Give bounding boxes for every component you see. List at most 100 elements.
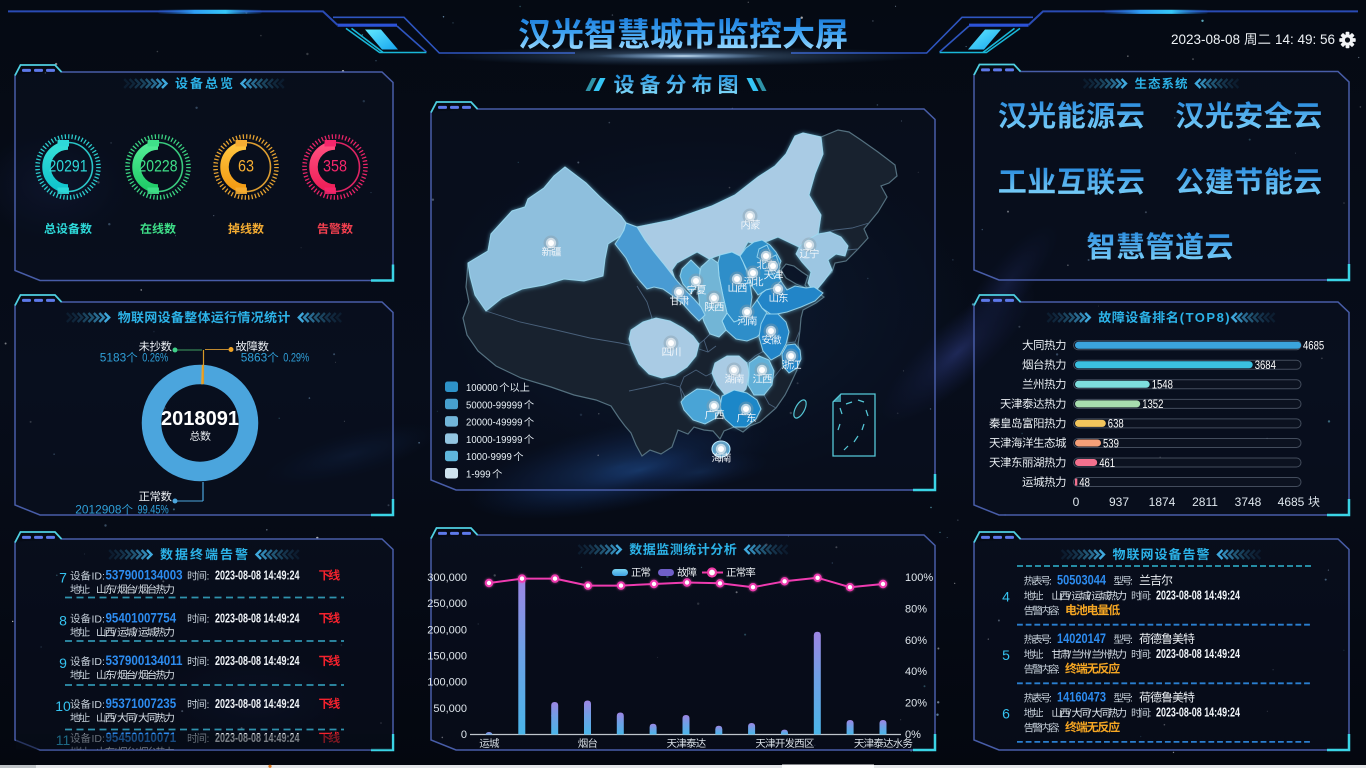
svg-text:/: /: [114, 712, 117, 724]
svg-text:200,000: 200,000: [427, 624, 467, 636]
svg-text::: :: [207, 656, 210, 668]
svg-text:14020147: 14020147: [1057, 631, 1106, 646]
svg-text:ID:: ID:: [92, 571, 105, 583]
svg-text:2023-08-08 14:49:24: 2023-08-08 14:49:24: [1156, 706, 1240, 720]
svg-text:/: /: [1088, 708, 1091, 720]
svg-text:50503044: 50503044: [1057, 573, 1106, 588]
svg-text:4685: 4685: [1278, 495, 1305, 509]
svg-text::: :: [1130, 576, 1133, 588]
svg-text:2811: 2811: [1192, 495, 1218, 509]
svg-text:3684: 3684: [1255, 358, 1276, 372]
svg-text:2012908: 2012908: [75, 503, 122, 517]
svg-text:10: 10: [55, 698, 71, 714]
svg-text:150,000: 150,000: [427, 650, 467, 662]
svg-text:2023-08-08 14:49:24: 2023-08-08 14:49:24: [1156, 647, 1240, 661]
svg-text:/: /: [114, 584, 117, 596]
svg-text::: :: [1049, 576, 1052, 588]
svg-text:/: /: [135, 670, 138, 682]
svg-text:48: 48: [1079, 475, 1090, 489]
svg-text:20%: 20%: [905, 698, 927, 710]
svg-text:300,000: 300,000: [427, 572, 467, 584]
svg-text:3748: 3748: [1235, 495, 1262, 509]
svg-text:95401007754: 95401007754: [106, 609, 177, 625]
svg-text::: :: [1149, 591, 1152, 603]
svg-text::: :: [1149, 708, 1152, 720]
svg-text:/: /: [1068, 649, 1071, 661]
svg-text:20000-49999: 20000-49999: [466, 417, 523, 429]
svg-text:/: /: [1068, 708, 1071, 720]
svg-text:2018091: 2018091: [161, 408, 239, 430]
svg-text:2023-08-08 14:49:24: 2023-08-08 14:49:24: [215, 611, 300, 625]
svg-text:4: 4: [1002, 589, 1010, 605]
svg-text::: :: [1041, 708, 1044, 720]
svg-text:5: 5: [1002, 647, 1010, 663]
svg-text::: :: [207, 613, 210, 625]
svg-text:ID:: ID:: [92, 613, 105, 625]
svg-text:5183: 5183: [100, 351, 127, 365]
svg-text:0.29%: 0.29%: [283, 351, 309, 365]
svg-text:(TOP8): (TOP8): [1180, 310, 1231, 325]
svg-text:461: 461: [1099, 456, 1115, 470]
svg-text:638: 638: [1108, 417, 1124, 431]
svg-text:539: 539: [1103, 436, 1119, 450]
svg-text:1000-9999: 1000-9999: [466, 451, 512, 463]
svg-text:0: 0: [1073, 495, 1080, 509]
svg-text:20291: 20291: [49, 158, 88, 176]
svg-text:9: 9: [59, 655, 67, 671]
svg-text:2023-08-08: 2023-08-08: [1171, 32, 1240, 47]
svg-text::: :: [1149, 649, 1152, 661]
svg-text:2023-08-08 14:49:24: 2023-08-08 14:49:24: [1156, 589, 1240, 603]
svg-text:/: /: [135, 712, 138, 724]
svg-text:7: 7: [59, 570, 67, 586]
svg-text:/: /: [1088, 591, 1091, 603]
svg-text:99.45%: 99.45%: [138, 503, 169, 517]
svg-text::: :: [1041, 591, 1044, 603]
svg-text:50000-99999: 50000-99999: [466, 399, 523, 411]
svg-text:4685: 4685: [1303, 339, 1324, 353]
svg-text:1548: 1548: [1152, 378, 1173, 392]
svg-text:/: /: [114, 627, 117, 639]
svg-text:250,000: 250,000: [427, 598, 467, 610]
svg-text::: :: [207, 699, 210, 711]
svg-text:2023-08-08 14:49:24: 2023-08-08 14:49:24: [215, 654, 300, 668]
svg-text::: :: [1057, 605, 1060, 617]
svg-text:ID:: ID:: [92, 699, 105, 711]
svg-text::: :: [88, 712, 91, 724]
svg-text:14: 49: 56: 14: 49: 56: [1275, 32, 1335, 47]
svg-text:/: /: [135, 627, 138, 639]
svg-text:100000: 100000: [466, 382, 498, 394]
svg-text:537900134011: 537900134011: [106, 652, 183, 668]
svg-text:937: 937: [1109, 495, 1129, 509]
svg-text:20228: 20228: [139, 158, 178, 176]
svg-text:95371007235: 95371007235: [106, 695, 177, 711]
svg-text:6: 6: [1002, 706, 1010, 722]
svg-text:5863: 5863: [241, 351, 268, 365]
svg-text:60%: 60%: [905, 635, 927, 647]
svg-text:100%: 100%: [905, 572, 933, 584]
svg-text::: :: [207, 571, 210, 583]
svg-text:8: 8: [59, 612, 67, 628]
svg-text::: :: [1130, 634, 1133, 646]
svg-text:80%: 80%: [905, 603, 927, 615]
svg-text:537900134003: 537900134003: [106, 567, 183, 583]
svg-text::: :: [1041, 649, 1044, 661]
svg-text:/: /: [1068, 591, 1071, 603]
svg-text::: :: [1057, 722, 1060, 734]
svg-text:0: 0: [461, 729, 467, 741]
svg-text::: :: [88, 584, 91, 596]
svg-text:/: /: [114, 670, 117, 682]
svg-text:2023-08-08 14:49:24: 2023-08-08 14:49:24: [215, 697, 300, 711]
svg-text:0%: 0%: [905, 729, 921, 741]
svg-text:1-999: 1-999: [466, 469, 491, 481]
svg-text:1874: 1874: [1149, 495, 1176, 509]
svg-text:63: 63: [238, 158, 254, 176]
svg-text:2023-08-08 14:49:24: 2023-08-08 14:49:24: [215, 569, 300, 583]
svg-text:/: /: [1088, 649, 1091, 661]
svg-text:100,000: 100,000: [427, 677, 467, 689]
svg-text:358: 358: [323, 158, 347, 176]
svg-text:ID:: ID:: [92, 656, 105, 668]
svg-text:50,000: 50,000: [433, 703, 467, 715]
svg-text:0.26%: 0.26%: [142, 351, 168, 365]
svg-text:1352: 1352: [1142, 397, 1163, 411]
svg-text::: :: [1057, 664, 1060, 676]
